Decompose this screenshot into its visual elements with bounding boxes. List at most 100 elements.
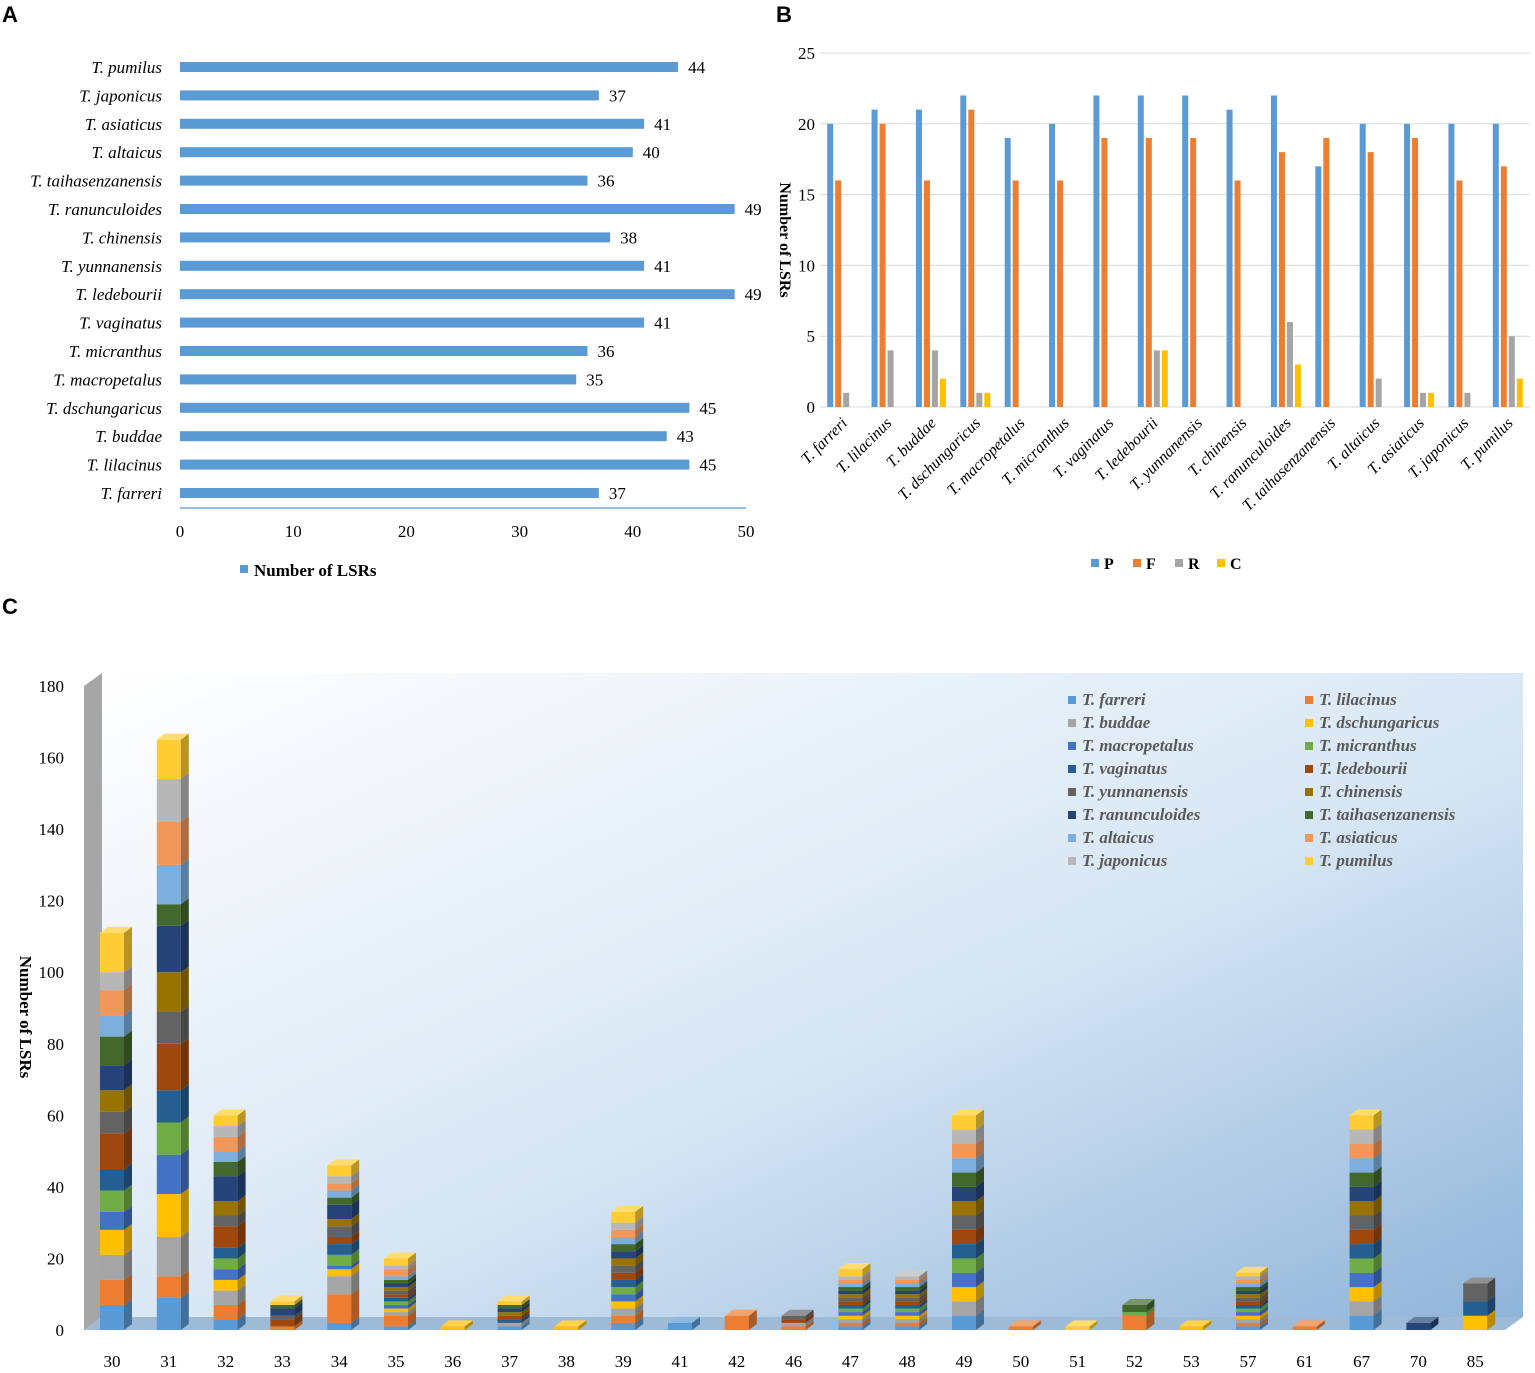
bar-segment-side [862, 1281, 871, 1291]
bar-segment [781, 1319, 806, 1323]
bar-segment [1236, 1308, 1260, 1313]
bar-top [724, 1309, 757, 1316]
legend-label: C [1230, 556, 1242, 573]
bar-r [1420, 392, 1427, 407]
bar-f [1367, 152, 1374, 407]
bar-segment-side [862, 1309, 871, 1320]
bar-segment-side [180, 1270, 189, 1298]
legend-label: T. japonicus [1082, 851, 1168, 870]
bar-segment [100, 1090, 124, 1112]
bar-segment [327, 1254, 352, 1266]
bar-segment [384, 1315, 408, 1327]
bar-segment [327, 1276, 352, 1295]
bar-segment-side [1373, 1281, 1382, 1302]
bar-segment [1122, 1312, 1147, 1316]
y-tick-label: 60 [47, 1106, 64, 1125]
bar-segment-side [294, 1298, 303, 1309]
bar-segment-side [748, 1309, 757, 1330]
bar-segment [1236, 1290, 1260, 1295]
bar-segment-side [180, 1291, 189, 1330]
bar-segment-side [124, 1273, 132, 1305]
x-tick-label: 53 [1183, 1352, 1200, 1371]
bar-segment-side [124, 966, 132, 991]
bar [180, 346, 588, 356]
bar-segment [327, 1190, 352, 1198]
y-tick-label: 0 [807, 398, 816, 417]
bar-c [1516, 378, 1523, 407]
legend-swatch [1068, 742, 1076, 750]
bar-segment-side [124, 1298, 132, 1330]
bar-segment-side [635, 1316, 644, 1330]
bar-segment-side [521, 1306, 530, 1316]
bar-segment-side [294, 1320, 303, 1330]
bar-segment [327, 1219, 352, 1227]
bar-segment-side [237, 1130, 246, 1152]
bar-segment [895, 1312, 920, 1316]
chart-a-horizontal-bar: 0 10 20 30 40 50 T. pumilus 44 T. japonicus 37 T. … [30, 58, 762, 580]
bar [180, 62, 679, 72]
bar-segment [1008, 1326, 1033, 1330]
bar-segment [895, 1319, 920, 1323]
bar-segment-side [919, 1281, 928, 1291]
bar-segment-side [635, 1266, 644, 1280]
bar-value-label: 45 [699, 399, 716, 418]
bar-segment [1236, 1304, 1260, 1309]
bar-segment [1236, 1326, 1260, 1330]
bar-segment-side [180, 815, 189, 865]
bar-segment [1349, 1158, 1374, 1173]
bar-segment [100, 1015, 124, 1037]
bar-segment [156, 925, 181, 973]
x-tick-label: 46 [785, 1352, 802, 1371]
bar-segment-side [237, 1284, 246, 1305]
bar-c [1161, 350, 1168, 407]
bar-segment-side [124, 1059, 132, 1091]
bar-top [838, 1263, 871, 1270]
bar-segment-side [1430, 1316, 1439, 1330]
bar-segment [1349, 1301, 1374, 1316]
bar-segment [838, 1287, 863, 1291]
bar [180, 402, 690, 413]
category-label: T. macropetalus [944, 415, 1028, 499]
legend-swatch [1068, 765, 1076, 773]
bar-top [270, 1295, 303, 1302]
bar-top [1463, 1277, 1496, 1284]
legend-swatch [1133, 559, 1141, 567]
bar-segment [952, 1215, 976, 1230]
bar-segment-side [521, 1320, 530, 1330]
bar [180, 232, 611, 243]
category-label: T. pumilus [91, 58, 162, 77]
bar-segment-side [1260, 1306, 1268, 1316]
bar-segment [838, 1301, 863, 1305]
bar-segment [952, 1115, 976, 1130]
x-tick-label: 0 [176, 522, 185, 541]
bar-segment-side [1260, 1313, 1268, 1323]
bar-segment-side [635, 1216, 644, 1230]
bar-segment-side [862, 1302, 871, 1313]
bar-segment [213, 1279, 238, 1291]
bar-segment-side [124, 1205, 132, 1230]
legend-label: T. vaginatus [1082, 759, 1168, 778]
bar-segment [213, 1226, 238, 1248]
bar-segment [100, 1304, 124, 1330]
bar-segment [1236, 1272, 1260, 1277]
bar-segment-side [862, 1306, 871, 1316]
bar-segment-side [237, 1313, 246, 1330]
bar-segment [1406, 1322, 1431, 1330]
y-tick-label: 5 [807, 327, 816, 346]
bar-segment [895, 1308, 920, 1313]
bar-segment-side [635, 1238, 644, 1252]
bar-segment [611, 1229, 636, 1237]
bar-segment [497, 1326, 522, 1330]
bar-segment [497, 1304, 522, 1309]
x-tick-label: 52 [1126, 1352, 1143, 1371]
category-label: T. lilacinus [87, 456, 163, 475]
bar-segment [100, 1229, 124, 1255]
bar-segment-side [862, 1284, 871, 1295]
legend-swatch [1305, 834, 1313, 842]
bar-segment [611, 1272, 636, 1280]
bar-segment-side [180, 966, 189, 1012]
bar-segment-side [124, 1127, 132, 1169]
bar-segment [327, 1322, 352, 1330]
bar-segment-side [124, 1184, 132, 1212]
bar-segment [384, 1326, 408, 1330]
